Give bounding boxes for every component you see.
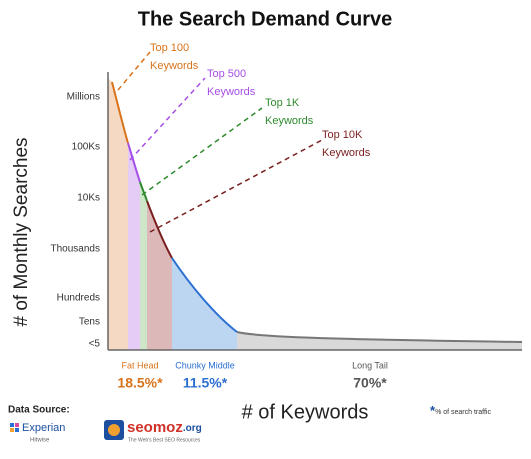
callout-line (117, 51, 151, 91)
callout-label: Top 100 (150, 42, 189, 54)
callout-line (149, 139, 323, 233)
segment-label: Fat Head (121, 360, 158, 370)
callout-label: Top 1K (265, 97, 300, 109)
segment-value: 18.5%* (117, 375, 163, 391)
seomoz-tagline: The Web's Best SEO Resources (128, 437, 201, 443)
segment-value: 70%* (353, 375, 387, 391)
callout-lines (117, 51, 323, 233)
x-axis-title: # of Keywords (242, 401, 369, 423)
experian-logo: Experian Hitwise (10, 422, 65, 444)
y-axis-title: # of Monthly Searches (11, 137, 32, 326)
seomoz: seomoz.org (127, 419, 202, 436)
areas (108, 78, 522, 350)
y-level-label: 100Ks (72, 142, 100, 153)
callout-label: Top 10K (322, 129, 363, 141)
y-level-label: Hundreds (57, 293, 100, 304)
experian: Experian (22, 422, 65, 434)
labels: Millions 100Ks 10Ks Thousands Hundreds Tens <5… (51, 42, 388, 391)
callout-label: Keywords (265, 115, 314, 127)
callout-line (141, 107, 263, 196)
callout-label: Top 500 (207, 68, 246, 80)
seomoz-logo: seomoz.org The Web's Best SEO Resources (104, 419, 202, 443)
source-label: Data Source: (8, 405, 70, 416)
y-level-label: Millions (67, 92, 100, 103)
y-level-label: Thousands (51, 244, 100, 255)
callout-label: Keywords (150, 60, 199, 72)
callout-label: Keywords (322, 147, 371, 159)
callout-label: Keywords (207, 86, 256, 98)
y-level-label: 10Ks (77, 193, 100, 204)
callout-line (129, 77, 206, 161)
curve (111, 81, 523, 343)
hitwise: Hitwise (30, 438, 50, 444)
y-level-label: Tens (79, 317, 100, 328)
segment-value: 11.5%* (183, 375, 228, 391)
segment-label: Long Tail (352, 360, 388, 370)
segment-label: Chunky Middle (175, 360, 235, 370)
chart-title: The Search Demand Curve (138, 8, 393, 30)
footnote: *% of search traffic (430, 403, 491, 418)
y-level-label: <5 (89, 339, 101, 350)
